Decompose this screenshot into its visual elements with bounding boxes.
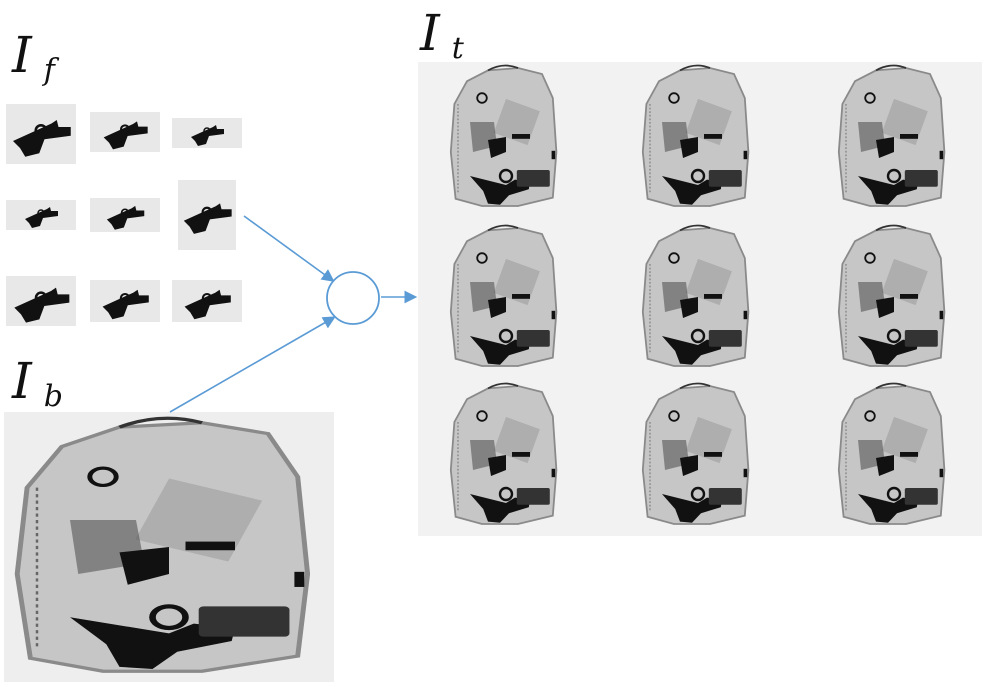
composite-3 (814, 62, 974, 212)
composite-2 (618, 62, 778, 212)
arrow-from-foreground (243, 215, 335, 282)
composite-4 (426, 222, 586, 372)
composite-6 (814, 222, 974, 372)
thumbnail-2 (90, 112, 160, 152)
thumbnail-4 (6, 200, 76, 230)
composite-5 (618, 222, 778, 372)
background-xray-image (4, 412, 334, 682)
composite-9 (814, 380, 974, 530)
target-composite-panel (418, 62, 982, 536)
thumbnail-8 (90, 280, 160, 322)
composite-8 (618, 380, 778, 530)
thumbnail-5 (90, 198, 160, 232)
thumbnail-3 (172, 118, 242, 148)
thumbnail-1 (6, 104, 76, 164)
thumbnail-6 (178, 180, 236, 250)
thumbnail-7 (6, 276, 76, 326)
thumbnail-9 (172, 280, 242, 322)
composite-1 (426, 62, 586, 212)
combine-node (326, 271, 380, 325)
arrow-from-background (169, 316, 336, 413)
composite-7 (426, 380, 586, 530)
